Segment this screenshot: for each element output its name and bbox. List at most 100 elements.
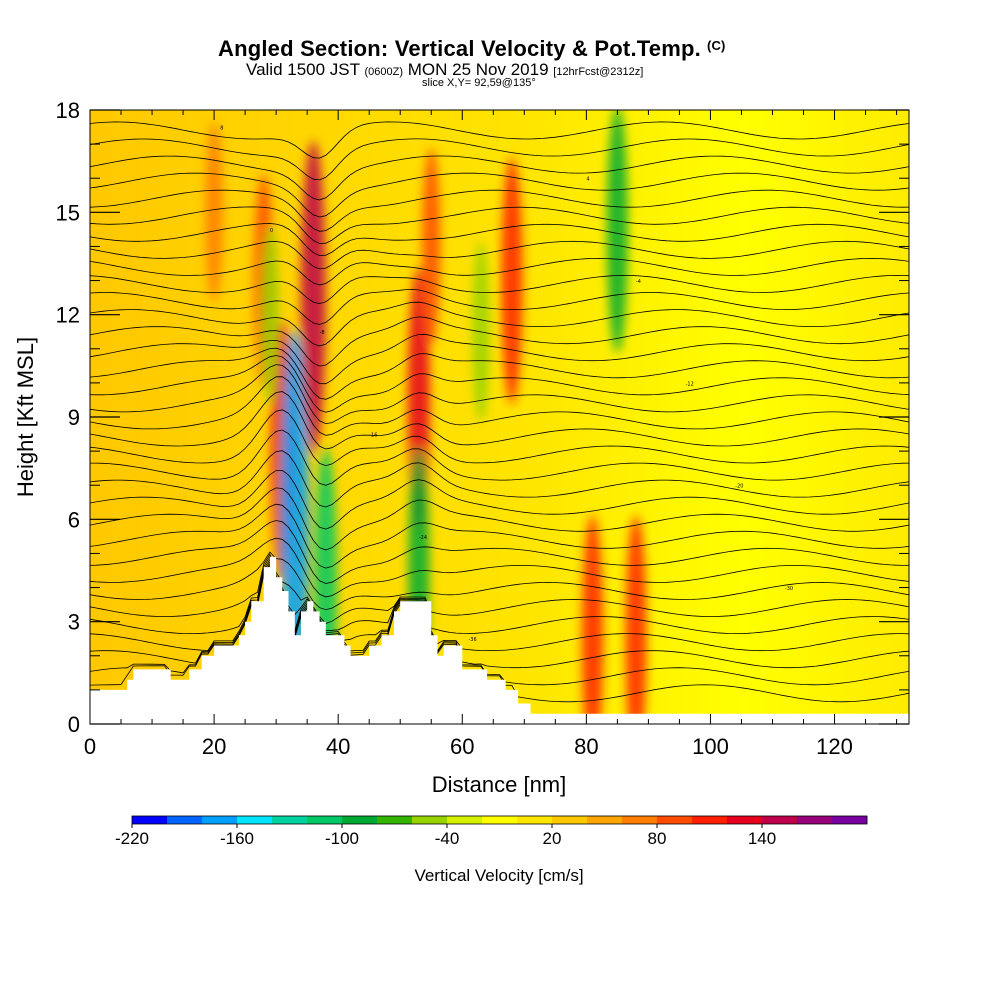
theta-contour	[90, 355, 909, 413]
velocity-feature-14	[625, 515, 647, 724]
theta-contour	[90, 333, 909, 385]
theta-contour	[90, 564, 909, 703]
theta-contour	[90, 138, 909, 181]
colorbar-swatch	[517, 816, 553, 824]
colorbar-tick-label: 80	[648, 829, 667, 848]
theta-contour	[90, 551, 909, 611]
velocity-feature-9	[422, 148, 441, 345]
theta-contour	[90, 288, 909, 325]
colorbar-swatch	[307, 816, 343, 824]
chart-titles: Angled Section: Vertical Velocity & Pot.…	[0, 0, 1000, 100]
theta-contour	[90, 556, 909, 635]
subtitle-date: MON 25 Nov 2019	[407, 60, 549, 79]
x-tick-label: 20	[202, 734, 226, 759]
velocity-feature-12	[606, 110, 628, 353]
subtitle-valid: Valid 1500 JST	[246, 60, 360, 79]
theta-contour	[90, 560, 909, 669]
velocity-feature-15	[765, 138, 780, 252]
velocity-feature-13	[582, 515, 604, 724]
title-unit: (C)	[706, 38, 726, 53]
theta-contour	[90, 487, 909, 551]
x-tick-label: 120	[816, 734, 853, 759]
theta-contour	[90, 469, 909, 530]
x-tick-label: 80	[574, 734, 598, 759]
theta-contour	[90, 563, 909, 686]
theta-contour	[90, 172, 909, 218]
colorbar-tick-label: -100	[325, 829, 359, 848]
y-axis-title: Height [Kft MSL]	[13, 337, 38, 497]
contour-label: -12	[686, 381, 694, 387]
theta-contour	[90, 558, 909, 652]
theta-contour	[90, 189, 909, 232]
y-tick-label: 12	[56, 303, 80, 328]
theta-contour	[90, 553, 909, 624]
x-axis-title: Distance [nm]	[432, 772, 567, 797]
colorbar-swatch	[482, 816, 518, 824]
colorbar-swatch	[797, 816, 833, 824]
theta-contour	[90, 450, 909, 508]
contour-label: -24	[419, 535, 427, 541]
colorbar-swatch	[447, 816, 483, 824]
theta-contour	[90, 391, 909, 450]
theta-contour	[90, 223, 909, 257]
contour-label: -4	[636, 279, 641, 285]
theta-contour	[90, 376, 909, 436]
colorbar-swatch	[377, 816, 413, 824]
theta-contour	[90, 347, 909, 400]
y-tick-label: 0	[68, 712, 80, 737]
velocity-feature-5	[301, 140, 326, 455]
colorbar-tick-label: -220	[115, 829, 149, 848]
theta-contour	[90, 121, 909, 159]
contour-label: -8	[320, 330, 325, 336]
x-tick-label: 100	[692, 734, 729, 759]
theta-contour	[90, 503, 909, 569]
y-tick-label: 6	[68, 507, 80, 532]
colorbar-swatch	[622, 816, 658, 824]
velocity-feature-11	[501, 157, 523, 404]
contour-label: -20	[735, 484, 743, 490]
theta-contour	[90, 274, 909, 305]
theta-contour	[90, 301, 909, 347]
y-tick-label: 3	[68, 610, 80, 635]
colorbar-swatch	[132, 816, 168, 824]
slice-info: slice X,Y= 92,59@135°	[422, 77, 536, 89]
colorbar-swatch	[727, 816, 763, 824]
contour-label: -30	[785, 586, 793, 592]
contour-label: 8	[220, 125, 223, 131]
contour-label: 4	[586, 177, 589, 183]
colorbar-swatch	[412, 816, 448, 824]
theta-contour	[90, 520, 909, 584]
colorbar-swatch	[552, 816, 588, 824]
theta-contour	[90, 155, 909, 201]
theta-contour	[90, 240, 909, 270]
colorbar-tick-label: 140	[748, 829, 776, 848]
contour-label: -16	[369, 432, 377, 438]
x-tick-label: 60	[450, 734, 474, 759]
colorbar-swatch	[692, 816, 728, 824]
contour-label: 0	[270, 228, 273, 234]
colorbar-swatch	[762, 816, 798, 824]
colorbar-tick-label: -40	[435, 829, 460, 848]
colorbar-swatch	[342, 816, 378, 824]
colorbar-swatch	[832, 816, 868, 824]
contour-label: -36	[468, 637, 476, 643]
theta-contour	[90, 206, 909, 245]
x-tick-label: 40	[326, 734, 350, 759]
colorbar-label: Vertical Velocity [cm/s]	[414, 866, 583, 885]
y-tick-label: 15	[56, 200, 80, 225]
x-tick-label: 0	[84, 734, 96, 759]
subtitle-utc: (0600Z)	[364, 66, 403, 78]
theta-contour	[90, 537, 909, 598]
theta-contour	[90, 257, 909, 286]
theta-contour	[90, 409, 909, 467]
theta-contour	[90, 429, 909, 486]
colorbar-swatch	[587, 816, 623, 824]
y-tick-label: 18	[56, 98, 80, 123]
colorbar-swatch	[657, 816, 693, 824]
theta-contour	[90, 316, 909, 367]
chart-subtitle: Valid 1500 JST (0600Z) MON 25 Nov 2019 […	[246, 60, 643, 80]
